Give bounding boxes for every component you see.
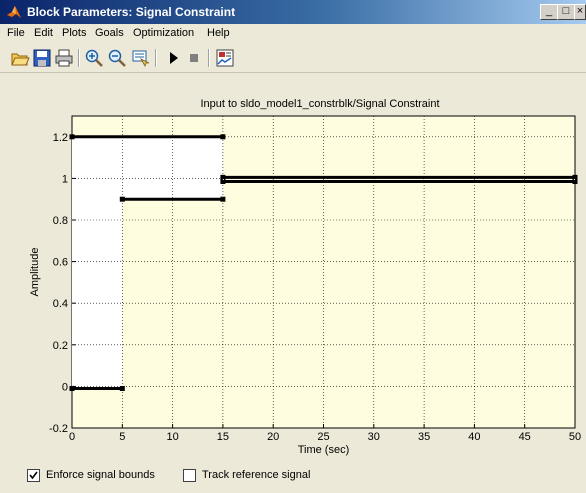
stop-icon[interactable]	[184, 48, 204, 68]
menu-file[interactable]: File	[7, 27, 25, 39]
toolbar-separator	[208, 49, 210, 67]
enforce-signal-bounds-label: Enforce signal bounds	[46, 469, 155, 481]
toolbar-separator	[78, 49, 80, 67]
play-icon[interactable]	[163, 48, 183, 68]
y-tick-label: 0.6	[53, 257, 68, 269]
menu-help[interactable]: Help	[207, 27, 230, 39]
checkbox-box[interactable]	[183, 468, 196, 482]
x-tick-label: 35	[418, 431, 430, 443]
upper-bound-segment-marker	[220, 134, 226, 140]
lower-bound-segment-marker	[220, 179, 226, 185]
lower-bound-segment-marker	[119, 385, 125, 391]
zoom-out-icon[interactable]	[107, 48, 127, 68]
window-title: Block Parameters: Signal Constraint	[27, 5, 236, 19]
matlab-logo-icon	[6, 5, 22, 19]
x-axis-label: Time (sec)	[298, 444, 350, 456]
track-reference-signal-checkbox[interactable]: Track reference signal	[183, 467, 310, 483]
lower-bound-segment-marker	[220, 196, 226, 202]
x-tick-label: 0	[69, 431, 75, 443]
chart-title: Input to sldo_model1_constrblk/Signal Co…	[200, 98, 439, 110]
y-tick-label: 1.2	[53, 132, 68, 144]
toolbar-separator	[155, 49, 157, 67]
y-tick-label: 0	[62, 381, 68, 393]
y-axis-label: Amplitude	[29, 248, 41, 297]
checkmark-icon	[29, 471, 38, 479]
toolbar	[0, 44, 586, 73]
feasible-region	[72, 136, 123, 389]
upper-bound-segment-marker	[572, 174, 578, 180]
upper-bound-segment-marker	[69, 134, 75, 140]
y-tick-label: 0.4	[53, 298, 68, 310]
x-tick-label: 40	[468, 431, 480, 443]
signal-constraint-plot[interactable]: Input to sldo_model1_constrblk/Signal Co…	[0, 73, 586, 493]
print-icon[interactable]	[54, 48, 74, 68]
x-tick-label: 20	[267, 431, 279, 443]
y-tick-label: -0.2	[49, 423, 68, 435]
track-reference-signal-label: Track reference signal	[202, 469, 311, 481]
y-tick-label: 0.8	[53, 215, 68, 227]
x-tick-label: 5	[119, 431, 125, 443]
menu-optimization[interactable]: Optimization	[133, 27, 195, 39]
save-icon[interactable]	[32, 48, 52, 68]
y-tick-label: 1	[62, 173, 68, 185]
menu-goals[interactable]: Goals	[95, 27, 124, 39]
x-tick-label: 45	[519, 431, 531, 443]
x-tick-label: 10	[166, 431, 178, 443]
checkbox-box[interactable]	[27, 468, 40, 482]
lower-bound-segment-marker	[69, 385, 75, 391]
menu-bar: File Edit Plots Goals Optimization Help	[0, 24, 586, 44]
lower-bound-segment-marker	[572, 179, 578, 185]
enforce-signal-bounds-checkbox[interactable]: Enforce signal bounds	[27, 467, 155, 483]
maximize-button[interactable]: □	[557, 4, 575, 20]
open-icon[interactable]	[10, 48, 30, 68]
x-tick-label: 50	[569, 431, 581, 443]
x-tick-label: 15	[217, 431, 229, 443]
plot-settings-icon[interactable]	[215, 48, 235, 68]
x-tick-label: 30	[368, 431, 380, 443]
menu-edit[interactable]: Edit	[34, 27, 53, 39]
pan-icon[interactable]	[130, 48, 150, 68]
minimize-button[interactable]: _	[540, 4, 558, 20]
x-tick-label: 25	[317, 431, 329, 443]
lower-bound-segment-marker	[119, 196, 125, 202]
title-bar[interactable]: Block Parameters: Signal Constraint _ □ …	[0, 0, 586, 24]
y-tick-label: 0.2	[53, 340, 68, 352]
menu-plots[interactable]: Plots	[62, 27, 87, 39]
close-button[interactable]: ×	[574, 4, 586, 20]
upper-bound-segment-marker	[220, 174, 226, 180]
zoom-in-icon[interactable]	[84, 48, 104, 68]
